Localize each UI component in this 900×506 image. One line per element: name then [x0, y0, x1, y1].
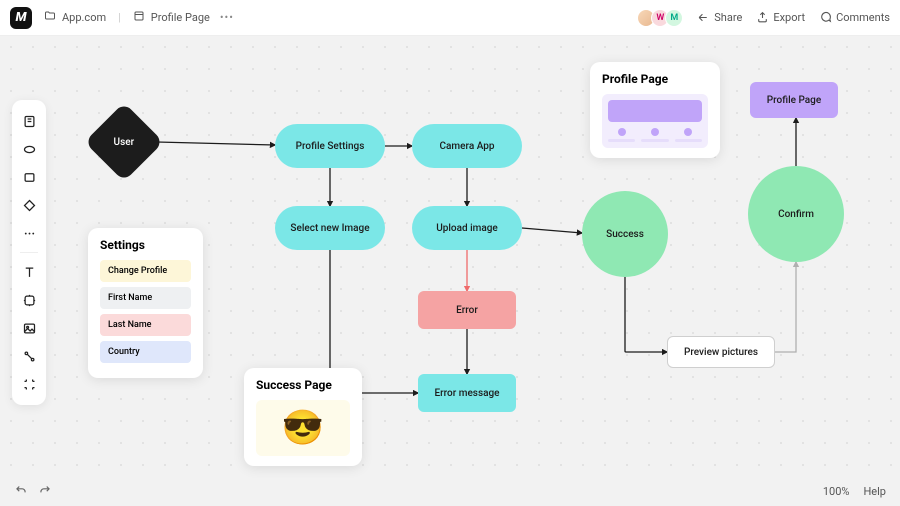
breadcrumb: App.com | Profile Page [44, 10, 210, 25]
node-success[interactable]: Success [582, 191, 668, 277]
avatar[interactable]: M [665, 9, 683, 27]
profile-preview-row [608, 128, 702, 142]
profile-preview-header [608, 100, 702, 122]
breadcrumb-app[interactable]: App.com [62, 11, 106, 24]
ai-tool[interactable] [16, 287, 42, 313]
node-upload_image[interactable]: Upload image [412, 206, 522, 250]
collaborator-avatars[interactable]: W M [641, 9, 683, 27]
node-error[interactable]: Error [418, 291, 516, 329]
settings-item[interactable]: Country [100, 341, 191, 363]
export-label: Export [773, 11, 805, 24]
note-tool[interactable] [16, 108, 42, 134]
success-title: Success Page [256, 378, 350, 392]
profile-page-card[interactable]: Profile Page [590, 62, 720, 158]
breadcrumb-separator: | [118, 11, 121, 24]
settings-title: Settings [100, 238, 191, 252]
success-page-card[interactable]: Success Page 😎 [244, 368, 362, 466]
toolbar-divider [20, 252, 38, 253]
settings-item[interactable]: Change Profile [100, 260, 191, 282]
share-button[interactable]: Share [697, 11, 742, 24]
comments-label: Comments [836, 11, 890, 24]
node-confirm[interactable]: Confirm [748, 166, 844, 262]
success-emoji: 😎 [256, 400, 350, 456]
profile-card-title: Profile Page [602, 72, 708, 86]
redo-button[interactable] [38, 483, 52, 500]
settings-item[interactable]: First Name [100, 287, 191, 309]
help-button[interactable]: Help [863, 485, 886, 498]
breadcrumb-page[interactable]: Profile Page [151, 11, 210, 24]
rect-tool[interactable] [16, 164, 42, 190]
top-bar: M App.com | Profile Page ••• W M Share E… [0, 0, 900, 36]
folder-icon [44, 10, 56, 25]
text-tool[interactable] [16, 259, 42, 285]
zoom-level[interactable]: 100% [823, 485, 850, 498]
left-toolbar [12, 100, 46, 405]
settings-item[interactable]: Last Name [100, 314, 191, 336]
connector-tool[interactable] [16, 343, 42, 369]
node-profile_page[interactable]: Profile Page [750, 82, 838, 118]
topbar-right: W M Share Export Comments [641, 9, 890, 27]
settings-card[interactable]: Settings Change Profile First Name Last Na… [88, 228, 203, 378]
export-button[interactable]: Export [756, 11, 805, 24]
bottom-bar: 100% Help [0, 476, 900, 506]
comments-button[interactable]: Comments [819, 11, 890, 24]
frame-tool[interactable] [16, 371, 42, 397]
diamond-tool[interactable] [16, 192, 42, 218]
oval-tool[interactable] [16, 136, 42, 162]
node-select_image[interactable]: Select new Image [275, 206, 385, 250]
undo-button[interactable] [14, 483, 28, 500]
node-profile_settings[interactable]: Profile Settings [275, 124, 385, 168]
page-icon [133, 10, 145, 25]
app-logo[interactable]: M [10, 7, 32, 29]
image-tool[interactable] [16, 315, 42, 341]
more-tool[interactable] [16, 220, 42, 246]
node-preview_pictures[interactable]: Preview pictures [667, 336, 775, 368]
share-label: Share [714, 11, 742, 24]
more-menu[interactable]: ••• [220, 11, 234, 24]
node-camera_app[interactable]: Camera App [412, 124, 522, 168]
node-error_message[interactable]: Error message [418, 374, 516, 412]
